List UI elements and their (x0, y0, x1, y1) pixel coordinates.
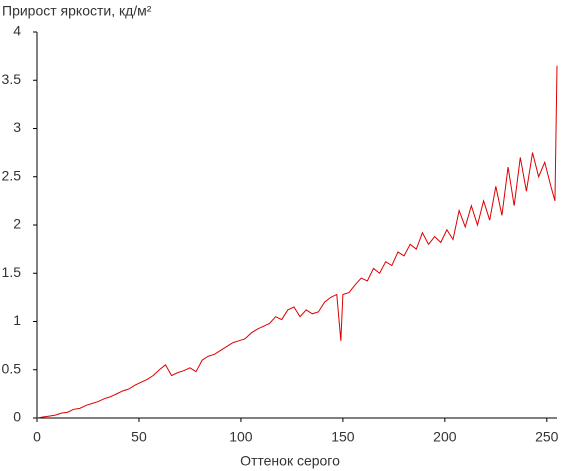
y-tick-label: 1 (13, 312, 21, 328)
y-tick-label: 3 (13, 119, 21, 135)
y-tick-label: 4 (13, 23, 21, 39)
x-tick-label: 0 (33, 429, 41, 445)
y-tick-label: 3.5 (2, 71, 22, 87)
data-line (36, 65, 558, 419)
chart-title: Прирост яркости, кд/м² (2, 3, 152, 19)
x-axis-label: Оттенок серого (240, 453, 340, 469)
y-tick-label: 1.5 (2, 264, 22, 280)
x-tick-label: 50 (131, 429, 147, 445)
x-tick-label: 150 (331, 429, 355, 445)
x-tick-label: 200 (433, 429, 457, 445)
y-tick-label: 0.5 (2, 360, 22, 376)
y-tick-label: 2.5 (2, 167, 22, 183)
y-tick-label: 2 (13, 216, 21, 232)
y-tick-label: 0 (13, 409, 21, 425)
x-tick-label: 250 (535, 429, 559, 445)
x-tick-label: 100 (229, 429, 253, 445)
